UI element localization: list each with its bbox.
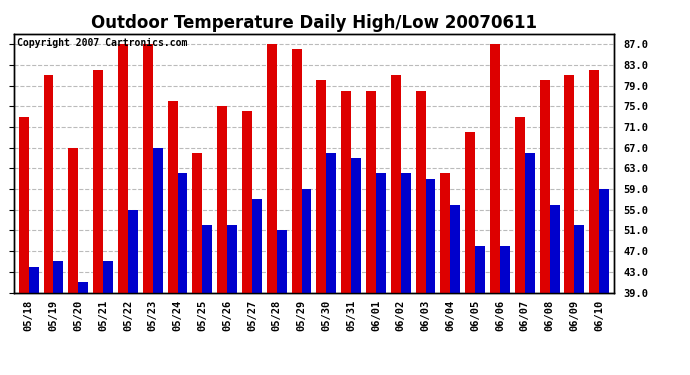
Bar (68, 148, 78, 292)
Bar (351, 158, 361, 292)
Bar (29, 267, 39, 292)
Bar (43, 75, 54, 292)
Bar (277, 230, 286, 292)
Bar (490, 44, 500, 292)
Bar (143, 44, 152, 292)
Bar (574, 225, 584, 292)
Bar (78, 282, 88, 292)
Bar (93, 70, 103, 292)
Bar (177, 174, 188, 292)
Bar (426, 178, 435, 292)
Bar (451, 204, 460, 292)
Bar (564, 75, 574, 292)
Bar (227, 225, 237, 292)
Bar (202, 225, 213, 292)
Bar (440, 174, 451, 292)
Bar (217, 106, 227, 292)
Bar (128, 210, 138, 292)
Bar (342, 91, 351, 292)
Title: Outdoor Temperature Daily High/Low 20070611: Outdoor Temperature Daily High/Low 20070… (91, 14, 537, 32)
Bar (326, 153, 336, 292)
Bar (376, 174, 386, 292)
Bar (19, 117, 29, 292)
Bar (193, 153, 202, 292)
Bar (317, 80, 326, 292)
Bar (525, 153, 535, 292)
Bar (152, 148, 163, 292)
Bar (267, 44, 277, 292)
Bar (500, 246, 510, 292)
Bar (302, 189, 311, 292)
Bar (168, 101, 177, 292)
Bar (103, 261, 113, 292)
Bar (550, 204, 560, 292)
Bar (391, 75, 401, 292)
Bar (465, 132, 475, 292)
Bar (252, 200, 262, 292)
Bar (589, 70, 599, 292)
Bar (54, 261, 63, 292)
Text: Copyright 2007 Cartronics.com: Copyright 2007 Cartronics.com (17, 38, 187, 48)
Bar (292, 49, 302, 292)
Bar (415, 91, 426, 292)
Bar (515, 117, 525, 292)
Bar (401, 174, 411, 292)
Bar (242, 111, 252, 292)
Bar (540, 80, 550, 292)
Bar (475, 246, 485, 292)
Bar (366, 91, 376, 292)
Bar (118, 44, 128, 292)
Bar (599, 189, 609, 292)
